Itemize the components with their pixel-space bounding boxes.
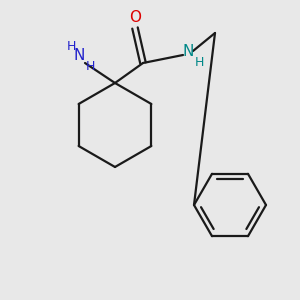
Text: N: N (73, 49, 85, 64)
Text: H: H (85, 61, 95, 74)
Text: O: O (129, 10, 141, 25)
Text: H: H (66, 40, 76, 53)
Text: H: H (194, 56, 204, 70)
Text: N: N (182, 44, 194, 59)
